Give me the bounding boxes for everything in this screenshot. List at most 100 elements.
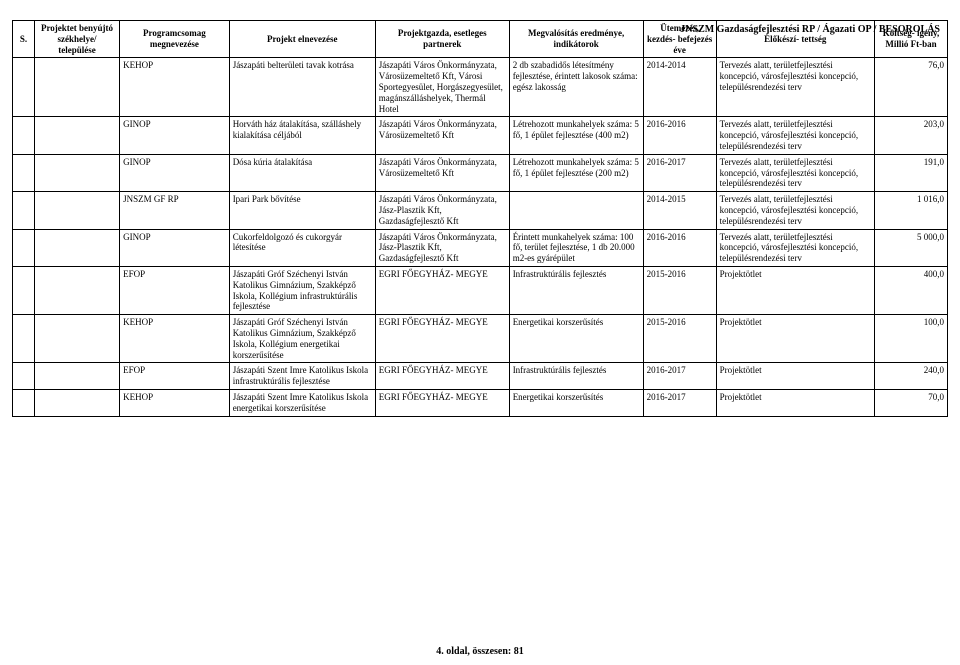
table-cell <box>13 117 35 154</box>
table-cell <box>34 117 119 154</box>
table-cell: Energetikai korszerűsítés <box>509 389 643 416</box>
table-row: KEHOPJászapáti Szent Imre Katolikus Isko… <box>13 389 948 416</box>
table-cell: 76,0 <box>874 58 947 117</box>
table-cell: Ipari Park bővítése <box>229 192 375 229</box>
table-cell: 2016-2016 <box>643 117 716 154</box>
table-cell: Tervezés alatt, területfejlesztési konce… <box>716 58 874 117</box>
page-footer: 4. oldal, összesen: 81 <box>0 646 960 657</box>
table-cell <box>34 229 119 266</box>
table-cell: Energetikai korszerűsítés <box>509 315 643 363</box>
table-cell: Infrastruktúrális fejlesztés <box>509 266 643 314</box>
page-header-right: JNSZM Gazdaságfejlesztési RP / Ágazati O… <box>680 24 940 35</box>
table-cell <box>13 192 35 229</box>
table-cell: EFOP <box>120 363 230 390</box>
table-row: KEHOPJászapáti belterületi tavak kotrása… <box>13 58 948 117</box>
table-cell: EGRI FŐEGYHÁZ- MEGYE <box>375 389 509 416</box>
table-cell: Jászapáti Város Önkormányzata, Városüzem… <box>375 154 509 191</box>
table-cell: EGRI FŐEGYHÁZ- MEGYE <box>375 315 509 363</box>
table-cell <box>34 58 119 117</box>
table-cell: KEHOP <box>120 315 230 363</box>
table-row: EFOPJászapáti Szent Imre Katolikus Iskol… <box>13 363 948 390</box>
table-cell: Tervezés alatt, területfejlesztési konce… <box>716 117 874 154</box>
table-cell: Jászapáti Város Önkormányzata, Városüzem… <box>375 117 509 154</box>
table-cell <box>34 266 119 314</box>
table-cell: 191,0 <box>874 154 947 191</box>
table-cell: Jászapáti Város Önkormányzata, Jász-Plas… <box>375 192 509 229</box>
table-cell: Tervezés alatt, területfejlesztési konce… <box>716 229 874 266</box>
table-cell: EGRI FŐEGYHÁZ- MEGYE <box>375 266 509 314</box>
table-cell: 100,0 <box>874 315 947 363</box>
table-cell <box>34 192 119 229</box>
table-cell: KEHOP <box>120 389 230 416</box>
table-cell <box>509 192 643 229</box>
table-cell: 5 000,0 <box>874 229 947 266</box>
table-row: EFOPJászapáti Gróf Széchenyi István Kato… <box>13 266 948 314</box>
table-cell: Cukorfeldolgozó és cukorgyár létesítése <box>229 229 375 266</box>
table-cell: Jászapáti Szent Imre Katolikus Iskola in… <box>229 363 375 390</box>
col-program: Programcsomag megnevezése <box>120 21 230 58</box>
table-cell: Infrastruktúrális fejlesztés <box>509 363 643 390</box>
table-cell: GINOP <box>120 117 230 154</box>
table-cell: 203,0 <box>874 117 947 154</box>
table-cell: Jászapáti Város Önkormányzata, Városüzem… <box>375 58 509 117</box>
table-cell <box>13 58 35 117</box>
table-cell: Tervezés alatt, területfejlesztési konce… <box>716 154 874 191</box>
table-cell <box>34 389 119 416</box>
table-cell: GINOP <box>120 154 230 191</box>
table-cell: Projektötlet <box>716 315 874 363</box>
table-cell: EFOP <box>120 266 230 314</box>
table-row: GINOPDósa kúria átalakításaJászapáti Vár… <box>13 154 948 191</box>
table-cell <box>13 154 35 191</box>
table-row: GINOPCukorfeldolgozó és cukorgyár létesí… <box>13 229 948 266</box>
table-cell: Jászapáti belterületi tavak kotrása <box>229 58 375 117</box>
table-row: GINOPHorváth ház átalakítása, szálláshel… <box>13 117 948 154</box>
table-cell: KEHOP <box>120 58 230 117</box>
table-cell: 2016-2017 <box>643 363 716 390</box>
table-cell <box>13 389 35 416</box>
table-cell: 70,0 <box>874 389 947 416</box>
table-cell: 2015-2016 <box>643 315 716 363</box>
table-cell: Projektötlet <box>716 363 874 390</box>
table-cell: Létrehozott munkahelyek száma: 5 fő, 1 é… <box>509 154 643 191</box>
table-cell <box>13 229 35 266</box>
table-cell: 400,0 <box>874 266 947 314</box>
table-cell <box>34 363 119 390</box>
table-cell: 2016-2016 <box>643 229 716 266</box>
table-cell: Jászapáti Gróf Széchenyi István Katoliku… <box>229 266 375 314</box>
table-cell: 2016-2017 <box>643 389 716 416</box>
col-serial: S. <box>13 21 35 58</box>
table-cell: Létrehozott munkahelyek száma: 5 fő, 1 é… <box>509 117 643 154</box>
table-cell: JNSZM GF RP <box>120 192 230 229</box>
table-cell <box>13 266 35 314</box>
table-cell: 1 016,0 <box>874 192 947 229</box>
table-cell: 2016-2017 <box>643 154 716 191</box>
table-cell <box>13 363 35 390</box>
col-project-name: Projekt elnevezése <box>229 21 375 58</box>
table-cell: Jászapáti Város Önkormányzata, Jász-Plas… <box>375 229 509 266</box>
table-row: JNSZM GF RPIpari Park bővítéseJászapáti … <box>13 192 948 229</box>
table-cell: Dósa kúria átalakítása <box>229 154 375 191</box>
table-cell: 2014-2014 <box>643 58 716 117</box>
table-cell: 2015-2016 <box>643 266 716 314</box>
table-cell: 240,0 <box>874 363 947 390</box>
table-cell <box>13 315 35 363</box>
table-cell <box>34 154 119 191</box>
table-cell: EGRI FŐEGYHÁZ- MEGYE <box>375 363 509 390</box>
table-cell <box>34 315 119 363</box>
table-cell: GINOP <box>120 229 230 266</box>
table-cell: Tervezés alatt, területfejlesztési konce… <box>716 192 874 229</box>
table-cell: Projektötlet <box>716 266 874 314</box>
col-location: Projektet benyújtó székhelye/ települése <box>34 21 119 58</box>
table-row: KEHOPJászapáti Gróf Széchenyi István Kat… <box>13 315 948 363</box>
table-cell: 2014-2015 <box>643 192 716 229</box>
table-cell: Horváth ház átalakítása, szálláshely kia… <box>229 117 375 154</box>
col-project-owner: Projektgazda, esetleges partnerek <box>375 21 509 58</box>
table-cell: Jászapáti Gróf Széchenyi István Katoliku… <box>229 315 375 363</box>
col-indicators: Megvalósítás eredménye, indikátorok <box>509 21 643 58</box>
table-cell: Érintett munkahelyek száma: 100 fő, terü… <box>509 229 643 266</box>
projects-table: S. Projektet benyújtó székhelye/ települ… <box>12 20 948 417</box>
table-body: KEHOPJászapáti belterületi tavak kotrása… <box>13 58 948 416</box>
table-cell: 2 db szabadidős létesítmény fejlesztése,… <box>509 58 643 117</box>
table-cell: Jászapáti Szent Imre Katolikus Iskola en… <box>229 389 375 416</box>
table-cell: Projektötlet <box>716 389 874 416</box>
